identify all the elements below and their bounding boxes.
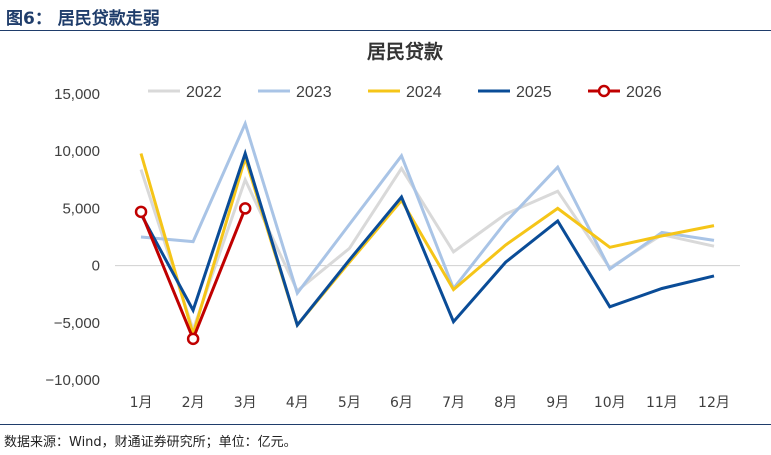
- legend-item-2025: 2025: [478, 84, 552, 101]
- legend-marker: [597, 84, 611, 98]
- legend-item-2024: 2024: [368, 84, 442, 101]
- x-tick-label: 7月: [442, 395, 465, 411]
- x-tick-label: 9月: [546, 395, 569, 411]
- bottom-rule: [0, 424, 771, 425]
- legend: 2022 2023 2024 2025 2026: [148, 84, 662, 101]
- legend-label: 2024: [406, 84, 442, 101]
- x-tick-label: 6月: [390, 395, 413, 411]
- x-tick-label: 1月: [130, 395, 153, 411]
- series-2023: [140, 119, 715, 297]
- x-tick-label: 4月: [286, 395, 309, 411]
- x-axis: 1月 2月 3月 4月 5月 6月 7月 8月 9月 10月 11月 12月: [115, 265, 740, 411]
- x-tick-label: 10月: [594, 395, 626, 411]
- y-tick-label: 15,000: [54, 86, 100, 103]
- series-2024: [139, 152, 715, 340]
- series-line-2023: [140, 119, 715, 297]
- legend-label: 2025: [516, 84, 552, 101]
- legend-label: 2026: [626, 84, 662, 101]
- x-tick-label: 2月: [182, 395, 205, 411]
- data-point: [134, 205, 148, 219]
- series-layer: [134, 119, 715, 346]
- x-tick-label: 12月: [698, 395, 730, 411]
- data-point: [238, 202, 252, 215]
- y-tick-label: −10,000: [45, 372, 100, 389]
- series-line-2025: [139, 148, 715, 329]
- figure-header: 图6： 居民贷款走弱: [0, 0, 771, 30]
- source-note: 数据来源：Wind，财通证券研究所；单位：亿元。: [4, 435, 297, 450]
- legend-label: 2022: [186, 84, 222, 101]
- series-2022: [139, 165, 715, 335]
- series-2025: [139, 148, 715, 329]
- x-tick-label: 11月: [646, 395, 678, 411]
- x-tick-label: 5月: [338, 395, 361, 411]
- chart-title: 居民贷款: [367, 40, 444, 63]
- legend-item-2023: 2023: [258, 84, 332, 101]
- y-tick-label: 10,000: [54, 143, 100, 160]
- y-tick-label: 5,000: [62, 200, 100, 217]
- legend-item-2022: 2022: [148, 84, 222, 101]
- y-tick-label: 0: [92, 258, 100, 275]
- x-tick-label: 8月: [494, 395, 517, 411]
- y-axis: 15,000 10,000 5,000 0 −5,000 −10,000: [45, 86, 100, 389]
- y-tick-label: −5,000: [54, 315, 100, 332]
- figure-label: 图6： 居民贷款走弱: [6, 9, 160, 29]
- legend-item-2026: 2026: [588, 84, 662, 101]
- data-point: [186, 332, 200, 346]
- series-line-2024: [139, 152, 715, 340]
- legend-label: 2023: [296, 84, 332, 101]
- line-chart: 居民贷款 2022 2023 2024 2025 2026 15,000 10,000 5,…: [45, 40, 740, 411]
- x-tick-label: 3月: [234, 395, 257, 411]
- series-line-2022: [139, 165, 715, 335]
- top-rule: [0, 30, 771, 31]
- series-2026: [134, 202, 252, 346]
